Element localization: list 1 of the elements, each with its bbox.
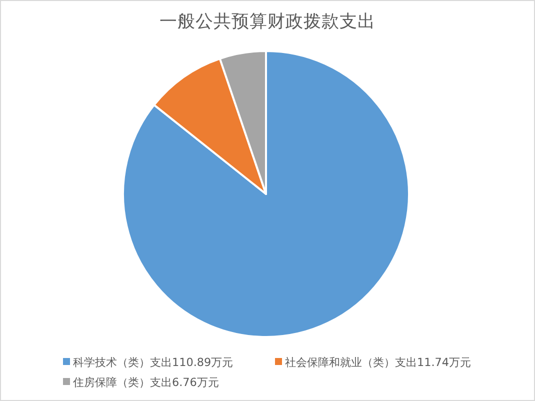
title: 一般公共预算财政拨款支出: [160, 12, 376, 32]
